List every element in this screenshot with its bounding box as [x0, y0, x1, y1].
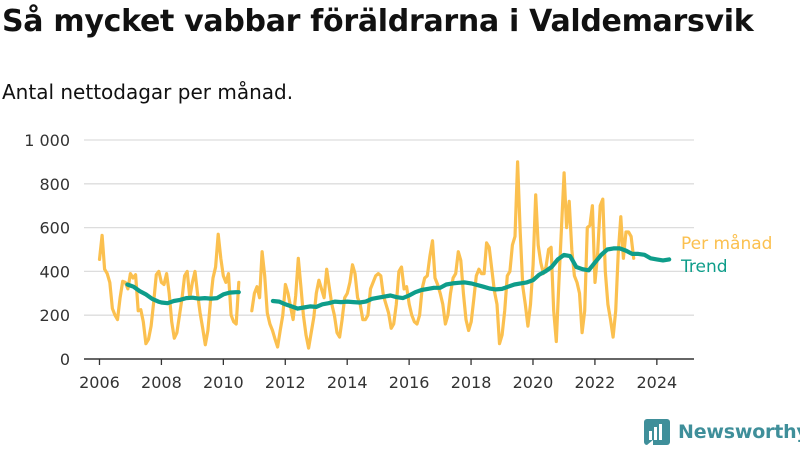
chart-subtitle: Antal nettodagar per månad.: [2, 80, 294, 104]
x-tick-label: 2012: [265, 373, 306, 392]
y-tick-label: 600: [39, 219, 70, 238]
newsworthy-chart-logo-icon: [644, 419, 670, 445]
x-axis: 2006 2008 2010 2012 2014 2016 2018 2020 2022 2024: [79, 358, 694, 392]
x-tick-label: 2014: [327, 373, 368, 392]
x-tick-label: 2018: [451, 373, 492, 392]
y-axis-ticks: 0 200 400 600 800 1 000: [24, 131, 70, 369]
series-line-trend-segment-1: [125, 282, 241, 306]
series-line-per-manad-segment-2: [250, 160, 636, 350]
series-line-per-manad-segment-1: [97, 232, 241, 347]
y-tick-label: 800: [39, 175, 70, 194]
x-tick-label: 2016: [389, 373, 430, 392]
y-tick-label: 1 000: [24, 131, 70, 150]
x-tick-label: 2008: [141, 373, 182, 392]
series-label-trend: Trend: [680, 257, 728, 277]
x-tick-label: 2020: [513, 373, 554, 392]
x-tick-label: 2006: [79, 373, 120, 392]
x-tick-label: 2022: [575, 373, 616, 392]
newsworthy-brand[interactable]: Newsworthy: [644, 419, 800, 445]
brand-name: Newsworthy: [678, 421, 800, 443]
y-tick-label: 400: [39, 262, 70, 281]
series-label-per-manad: Per månad: [681, 233, 772, 254]
x-tick-label: 2024: [636, 373, 677, 392]
chart-title: Så mycket vabbar föräldrarna i Valdemars…: [2, 4, 754, 39]
y-tick-label: 200: [39, 306, 70, 325]
y-tick-label: 0: [60, 350, 70, 369]
x-tick-label: 2010: [203, 373, 244, 392]
series-line-trend-segment-2: [270, 246, 672, 311]
series-lines: [97, 160, 672, 350]
line-labels: Per månad Trend: [680, 233, 772, 277]
